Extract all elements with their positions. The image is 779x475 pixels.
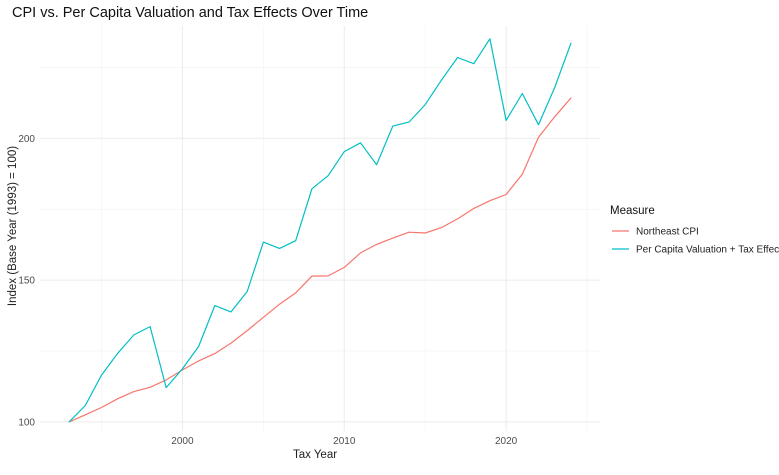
x-tick-label: 2000 [171, 436, 194, 447]
series-line-per-capita-valuation [68, 38, 572, 423]
legend-label: Northeast CPI [636, 227, 699, 238]
series-line-northeast-cpi [68, 97, 572, 423]
series-layer [68, 38, 572, 423]
grid-layer [40, 26, 600, 431]
y-tick-label: 200 [18, 134, 35, 145]
legend-item: Northeast CPI [612, 227, 699, 238]
x-axis-ticks: 2000 2010 2020 [171, 436, 517, 447]
x-tick-label: 2020 [495, 436, 518, 447]
y-axis-title: Index (Base Year (1993) = 100) [7, 146, 19, 306]
y-tick-label: 100 [18, 417, 35, 428]
y-axis-ticks: 100 150 200 [18, 134, 35, 429]
legend: Measure Northeast CPI Per Capita Valuatio… [610, 205, 779, 256]
legend-label: Per Capita Valuation + Tax Effects [636, 245, 779, 256]
legend-title: Measure [610, 205, 655, 217]
chart-title: CPI vs. Per Capita Valuation and Tax Eff… [12, 5, 368, 21]
legend-items: Northeast CPI Per Capita Valuation + Tax … [612, 227, 779, 256]
legend-item: Per Capita Valuation + Tax Effects [612, 245, 779, 256]
x-tick-label: 2010 [333, 436, 356, 447]
x-axis-title: Tax Year [293, 449, 337, 461]
y-tick-label: 150 [18, 276, 35, 287]
